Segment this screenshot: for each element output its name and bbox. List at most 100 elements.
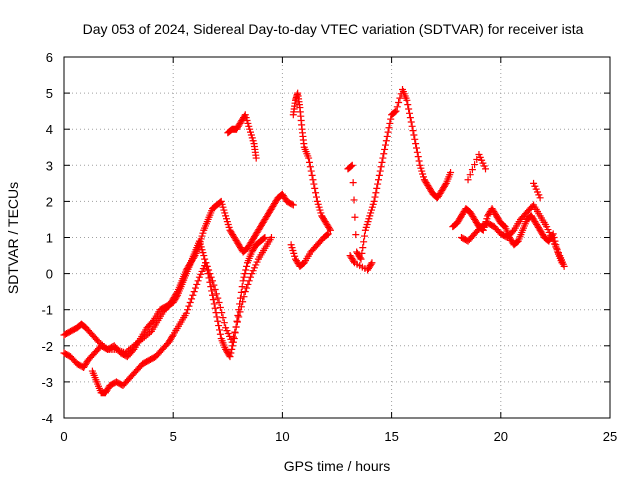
data-point	[226, 353, 234, 361]
data-point	[376, 167, 384, 175]
y-tick-label: -1	[41, 303, 53, 318]
y-tick-label: 2	[46, 194, 53, 209]
data-point	[186, 298, 194, 306]
data-point	[371, 193, 379, 201]
data-point	[374, 180, 382, 188]
data-point	[413, 148, 421, 156]
data-point	[396, 94, 404, 102]
data-point	[205, 266, 213, 274]
data-point	[216, 326, 224, 334]
data-point	[367, 260, 375, 268]
data-point	[214, 317, 222, 325]
data-point	[202, 259, 210, 267]
data-point	[348, 161, 356, 169]
data-point	[349, 179, 357, 187]
data-point	[210, 281, 218, 289]
data-point	[231, 328, 239, 336]
data-point	[414, 153, 422, 161]
data-point	[415, 157, 423, 165]
data-point	[215, 322, 223, 330]
data-point	[129, 347, 137, 355]
y-tick-label: 1	[46, 231, 53, 246]
data-point	[307, 167, 315, 175]
data-point	[288, 200, 296, 208]
data-point	[351, 213, 359, 221]
data-points	[60, 85, 568, 397]
data-point	[207, 283, 215, 291]
data-point	[358, 249, 366, 257]
data-point	[391, 108, 399, 116]
series-track-f	[449, 150, 566, 267]
data-point	[247, 273, 255, 281]
data-point	[227, 349, 235, 357]
data-point	[380, 150, 388, 158]
data-point	[326, 226, 334, 234]
data-point	[352, 231, 360, 239]
data-point	[464, 176, 472, 184]
data-point	[236, 294, 244, 302]
x-tick-label: 10	[275, 429, 289, 444]
y-tick-label: 0	[46, 267, 53, 282]
data-point	[311, 184, 319, 192]
data-point	[242, 266, 250, 274]
data-point	[404, 101, 412, 109]
data-point	[213, 313, 221, 321]
x-axis-label: GPS time / hours	[284, 458, 391, 474]
data-point	[412, 140, 420, 148]
data-point	[403, 96, 411, 104]
x-tick-label: 25	[603, 429, 617, 444]
data-point	[194, 277, 202, 285]
data-point	[209, 296, 217, 304]
data-point	[243, 262, 251, 270]
y-tick-labels: -4 -3 -2 -1 0 1 2 3 4 5 6	[41, 50, 53, 426]
data-point	[406, 114, 414, 122]
data-point	[209, 291, 217, 299]
data-point	[244, 280, 252, 288]
data-point	[468, 166, 476, 174]
data-point	[560, 262, 568, 270]
data-point	[190, 288, 198, 296]
x-tick-label: 5	[170, 429, 177, 444]
data-point	[188, 295, 196, 303]
data-point	[379, 154, 387, 162]
data-point	[410, 131, 418, 139]
data-point	[372, 189, 380, 197]
x-tick-label: 20	[494, 429, 508, 444]
data-point	[377, 163, 385, 171]
data-point	[173, 293, 181, 301]
data-point	[240, 273, 248, 281]
data-point	[215, 298, 223, 306]
data-point	[387, 115, 395, 123]
data-point	[238, 283, 246, 291]
data-point	[267, 234, 275, 241]
data-point	[309, 176, 317, 184]
data-point	[408, 122, 416, 130]
data-point	[210, 300, 218, 308]
data-point	[214, 294, 222, 302]
data-point	[368, 259, 376, 267]
data-point	[384, 128, 392, 136]
y-tick-label: -3	[41, 375, 53, 390]
data-point	[241, 270, 249, 278]
data-point	[235, 313, 243, 321]
data-point	[243, 284, 251, 292]
y-tick-label: 5	[46, 86, 53, 101]
data-point	[305, 158, 313, 166]
data-point	[200, 252, 208, 260]
data-point	[236, 308, 244, 316]
axis-ticks	[63, 56, 611, 419]
data-point	[411, 135, 419, 143]
x-tick-labels: 0 5 10 15 20 25	[60, 429, 617, 444]
data-point	[395, 98, 403, 106]
data-point	[356, 254, 364, 262]
data-point	[393, 103, 401, 111]
data-point	[370, 197, 378, 205]
data-point	[386, 119, 394, 127]
data-point	[193, 280, 201, 288]
data-point	[359, 244, 367, 252]
data-point	[207, 273, 215, 281]
data-point	[385, 124, 393, 132]
x-tick-label: 0	[60, 429, 67, 444]
data-point	[382, 137, 390, 145]
